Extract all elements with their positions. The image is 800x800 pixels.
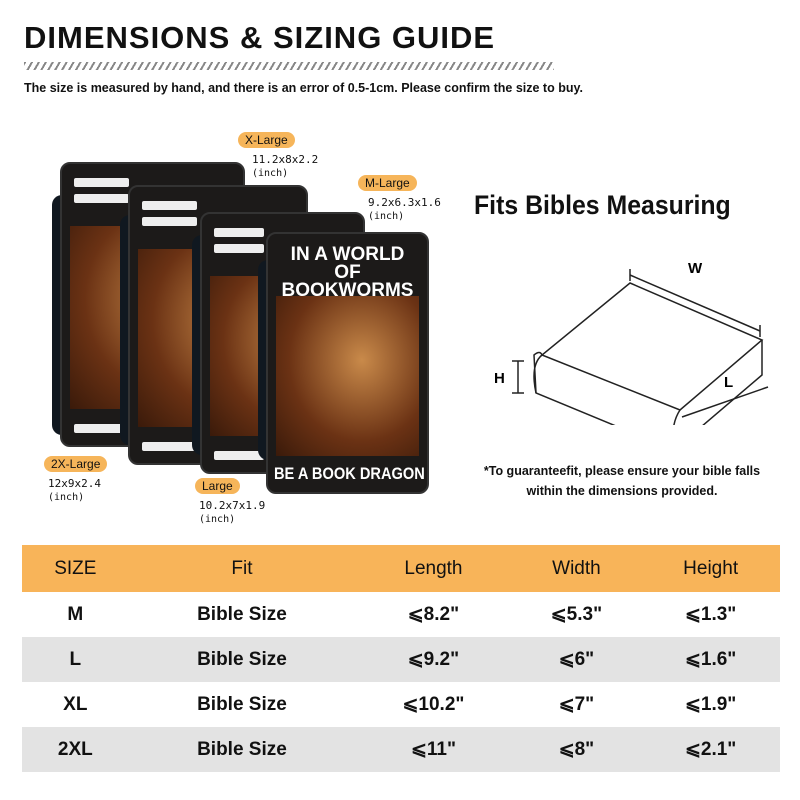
table-row: M Bible Size ⩽8.2" ⩽5.3" ⩽1.3" (22, 592, 780, 637)
table-cell: Bible Size (197, 603, 287, 625)
size-dims: 11.2x8x2.2 (inch) (252, 153, 319, 179)
divider (24, 62, 554, 70)
table-cell: ⩽6" (511, 637, 642, 682)
column-header: Height (641, 545, 780, 592)
table-cell: XL (63, 693, 88, 715)
cover-text: BE A BOOK DRAGON (274, 464, 425, 483)
cover-lettering (74, 194, 129, 203)
table-cell: ⩽1.6" (641, 637, 780, 682)
table-cell: ⩽10.2" (402, 694, 465, 715)
table-cell: L (22, 637, 129, 682)
subtitle: The size is measured by hand, and there … (24, 81, 583, 95)
h-label: H (494, 370, 505, 387)
cover-lettering (214, 244, 264, 253)
table-row: 2XL Bible Size ⩽11" ⩽8" ⩽2.1" (22, 727, 780, 772)
table-cell: Bible Size (197, 693, 287, 715)
book-diagram: W H L (494, 260, 769, 425)
fit-note: *To guaranteefit, please ensure your bib… (483, 464, 761, 498)
column-header: Width (511, 545, 642, 592)
cover-lettering (214, 228, 264, 237)
table-cell: Bible Size (128, 637, 356, 682)
size-badge: X-Large (238, 132, 295, 148)
table-cell: ⩽1.3" (684, 604, 737, 625)
table-row: XL Bible Size ⩽10.2" ⩽7" ⩽1.9" (22, 682, 780, 727)
table-cell: ⩽11" (355, 727, 512, 772)
l-label: L (724, 374, 733, 391)
page-title: DIMENSIONS & SIZING GUIDE (24, 20, 496, 55)
table-cell: 2XL (22, 727, 129, 772)
table-cell: ⩽9.2" (355, 637, 512, 682)
cover-text: OF BOOKWORMS (281, 262, 414, 301)
cover-lettering (142, 442, 197, 451)
cover-text: IN A WORLD (290, 244, 405, 265)
table-cell: ⩽8.2" (407, 604, 460, 625)
diagram-title: Fits Bibles Measuring (474, 190, 731, 220)
cover-lettering (214, 451, 264, 460)
w-label: W (688, 260, 703, 277)
cover-lettering (74, 424, 129, 433)
table-header: SIZE Fit Length Width Height (22, 545, 780, 592)
size-dims: 10.2x7x1.9 (inch) (199, 499, 266, 525)
table-cell: ⩽1.9" (684, 694, 737, 715)
column-header: SIZE (22, 545, 129, 592)
table-row: L Bible Size ⩽9.2" ⩽6" ⩽1.6" (22, 637, 780, 682)
cover-lettering (142, 217, 197, 226)
size-badge: M-Large (358, 175, 417, 191)
size-table: SIZE Fit Length Width Height M Bible Size… (22, 545, 780, 772)
size-badge: 2X-Large (44, 456, 108, 472)
cover-art (276, 296, 419, 456)
table-cell: ⩽2.1" (641, 727, 780, 772)
size-dims: 12x9x2.4 (inch) (48, 477, 101, 503)
table-cell: ⩽5.3" (550, 604, 603, 625)
size-dims: 9.2x6.3x1.6 (inch) (368, 196, 441, 222)
column-header: Length (355, 545, 512, 592)
book-cover-m: IN A WORLD OF BOOKWORMS BE A BOOK DRAGON (266, 232, 429, 494)
size-badge: Large (195, 478, 240, 494)
cover-lettering (142, 201, 197, 210)
table-cell: Bible Size (128, 727, 356, 772)
cover-lettering (74, 178, 129, 187)
column-header: Fit (128, 545, 356, 592)
table-cell: ⩽8" (511, 727, 642, 772)
table-cell: M (67, 603, 84, 625)
table-cell: ⩽7" (558, 694, 595, 715)
